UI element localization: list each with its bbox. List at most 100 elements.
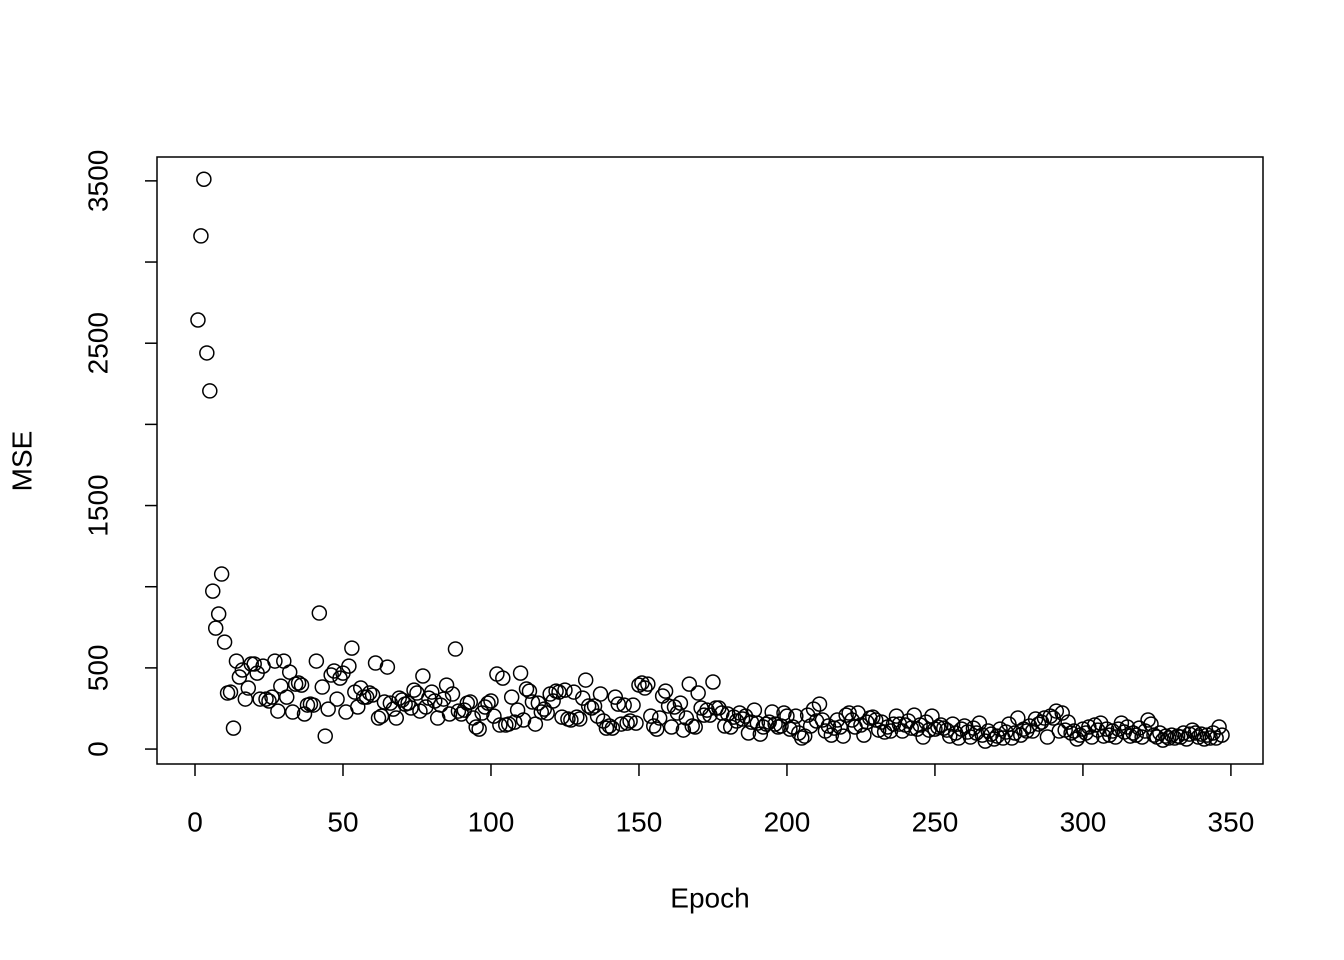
point (483, 693, 499, 709)
point (607, 689, 624, 705)
point (764, 704, 780, 720)
x-tick-label: 250 (912, 806, 959, 837)
point (657, 683, 674, 699)
point (361, 685, 378, 701)
point (415, 668, 431, 684)
point (944, 716, 961, 732)
point (1140, 712, 1156, 728)
point (811, 696, 828, 712)
point (654, 688, 671, 704)
point (329, 691, 345, 707)
point (625, 697, 641, 713)
point (213, 566, 230, 582)
point (643, 708, 659, 724)
point (264, 689, 280, 705)
point (240, 680, 257, 696)
point (495, 670, 511, 686)
point (530, 695, 547, 711)
point (583, 700, 600, 716)
point (447, 641, 464, 657)
point (574, 690, 591, 706)
point (228, 653, 245, 669)
point (1042, 708, 1059, 724)
point (767, 716, 783, 732)
point (651, 710, 668, 726)
point (690, 685, 706, 701)
point (805, 701, 822, 717)
point (450, 703, 467, 719)
x-tick-label: 200 (764, 806, 811, 837)
point (551, 684, 567, 700)
point (705, 674, 721, 690)
point (225, 720, 242, 736)
point (518, 681, 535, 697)
point (1030, 716, 1047, 732)
point (675, 722, 692, 738)
point (616, 697, 632, 713)
point (199, 345, 215, 361)
point (823, 727, 840, 743)
point (1181, 726, 1198, 742)
point (237, 691, 254, 707)
point (545, 693, 561, 709)
point (1161, 730, 1177, 746)
point (924, 708, 940, 724)
point (323, 667, 339, 683)
x-axis-label: Epoch (670, 882, 749, 913)
point (403, 700, 419, 716)
point (480, 695, 496, 711)
point (258, 691, 274, 707)
point (539, 705, 555, 721)
x-tick-label: 150 (616, 806, 663, 837)
point (580, 698, 597, 714)
point (640, 676, 656, 692)
point (1166, 730, 1183, 746)
point (438, 677, 455, 693)
y-tick-label: 3500 (82, 150, 113, 212)
point (486, 708, 502, 724)
point (207, 620, 224, 636)
point (1190, 729, 1207, 745)
point (290, 675, 307, 691)
point (613, 716, 629, 732)
point (930, 719, 946, 735)
point (492, 717, 508, 733)
point (527, 716, 544, 732)
x-tick-label: 50 (327, 806, 358, 837)
point (193, 228, 209, 244)
x-tick-label: 350 (1208, 806, 1255, 837)
point (273, 678, 289, 694)
point (1063, 725, 1079, 741)
point (341, 658, 357, 674)
y-tick-label: 2500 (82, 312, 113, 374)
point (740, 725, 757, 741)
point (364, 687, 381, 703)
point (276, 653, 292, 669)
point (503, 689, 520, 705)
point (468, 719, 484, 735)
point (379, 659, 396, 675)
point (370, 710, 387, 726)
point (1036, 710, 1053, 726)
point (557, 682, 573, 698)
point (870, 722, 887, 738)
point (785, 719, 801, 735)
point (1004, 730, 1020, 746)
point (388, 710, 405, 726)
point (1122, 728, 1139, 744)
point (814, 712, 831, 728)
point (776, 705, 792, 721)
point (619, 715, 635, 731)
point (835, 728, 851, 744)
point (471, 721, 487, 737)
point (669, 705, 686, 721)
point (637, 680, 653, 696)
point (1163, 727, 1180, 743)
point (533, 704, 550, 720)
point (1158, 728, 1174, 744)
point (1045, 710, 1062, 726)
point (1095, 728, 1112, 744)
point (592, 686, 609, 702)
point (859, 714, 875, 730)
point (500, 716, 517, 732)
